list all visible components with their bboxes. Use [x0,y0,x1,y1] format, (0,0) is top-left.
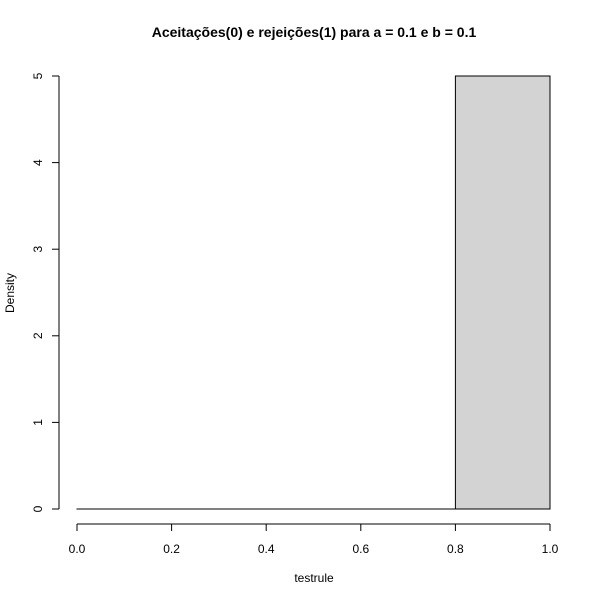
y-tick-label: 4 [31,159,45,166]
y-tick-label: 2 [31,332,45,339]
x-tick-label: 0.6 [352,542,369,556]
y-tick-label: 5 [31,72,45,79]
x-tick-label: 0.0 [69,542,86,556]
y-axis-label: Density [3,273,17,313]
y-tick-label: 0 [31,505,45,512]
histogram-bar [454,75,551,510]
x-axis-label: testrule [294,571,334,585]
x-tick-label: 0.2 [163,542,180,556]
x-axis: 0.0 0.2 0.4 0.6 0.8 1.0 [69,523,559,556]
x-tick-label: 0.4 [258,542,275,556]
chart-title: Aceitações(0) e rejeições(1) para a = 0.… [152,24,477,40]
x-tick-label: 0.8 [447,542,464,556]
y-axis: 0 1 2 3 4 5 [31,72,60,512]
bars-group [76,75,551,510]
y-tick-label: 3 [31,246,45,253]
y-tick-label: 1 [31,419,45,426]
x-tick-label: 1.0 [542,542,559,556]
